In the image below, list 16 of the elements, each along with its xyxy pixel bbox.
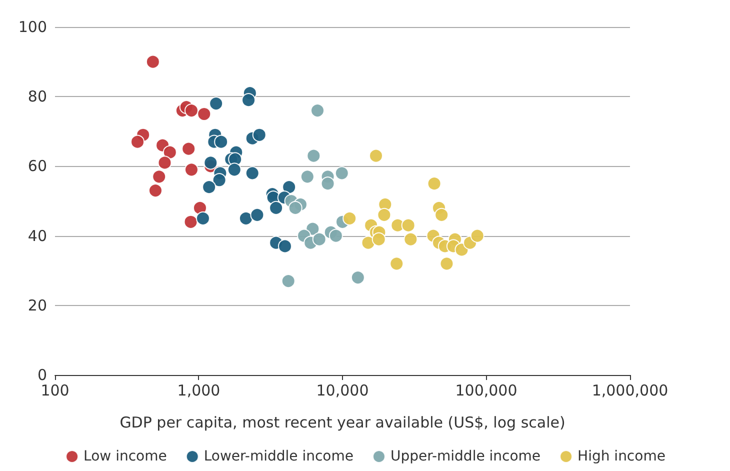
- y-tick-label: 40: [28, 226, 47, 245]
- y-tick-label: 60: [28, 157, 47, 176]
- x-tick-label: 1,000,000: [592, 382, 668, 400]
- legend-label: Low income: [84, 448, 167, 464]
- x-tick-label: 1,000: [177, 382, 220, 400]
- x-axis-title: GDP per capita, most recent year available (US$, log scale): [120, 414, 566, 432]
- y-tick-label: 80: [28, 88, 47, 106]
- legend-label: Upper-middle income: [390, 448, 541, 464]
- x-tick-label: 100: [40, 382, 70, 400]
- y-tick-label: 100: [18, 18, 47, 36]
- x-tick-label: 10,000: [316, 382, 369, 400]
- x-tick-label: 100,000: [455, 382, 518, 400]
- legend-label: High income: [578, 448, 666, 464]
- y-tick-label: 0: [37, 366, 47, 384]
- legend-label: Lower-middle income: [204, 448, 354, 464]
- y-tick-label: 20: [28, 296, 47, 314]
